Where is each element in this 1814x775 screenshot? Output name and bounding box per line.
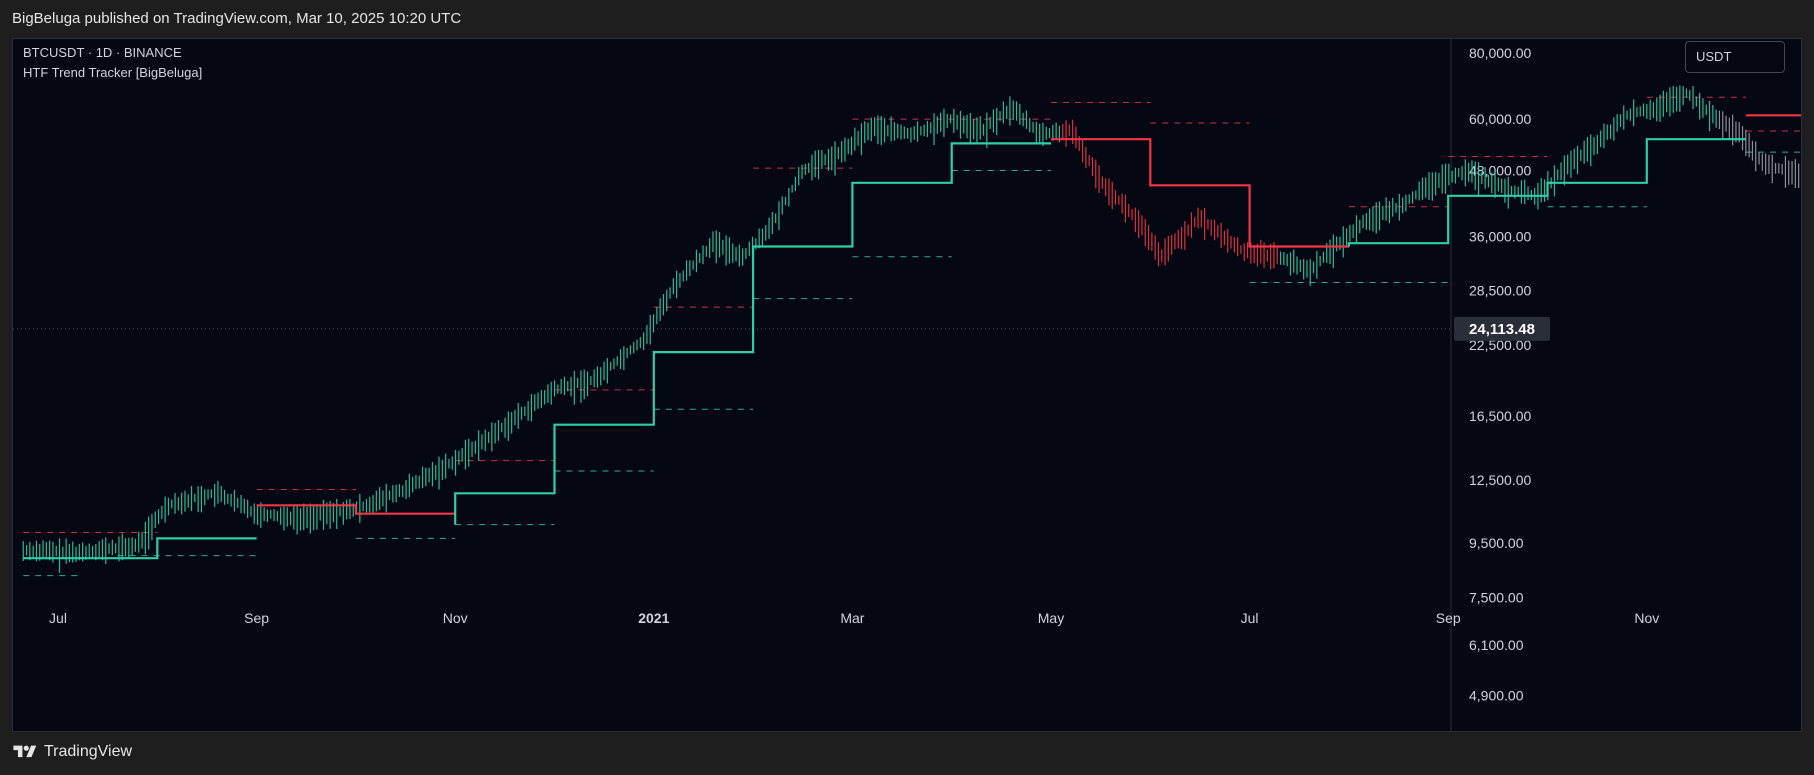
indicator-legend[interactable]: HTF Trend Tracker [BigBeluga] bbox=[23, 65, 203, 80]
trend-tracker-line bbox=[256, 504, 456, 515]
x-tick-label: Jul bbox=[49, 610, 67, 626]
y-tick-label: 9,500.00 bbox=[1469, 535, 1524, 551]
trend-tracker-line bbox=[454, 142, 1051, 525]
y-tick-label: 60,000.00 bbox=[1469, 111, 1531, 127]
price-bars bbox=[22, 85, 1800, 573]
y-tick-label: 16,500.00 bbox=[1469, 408, 1531, 424]
trend-tracker-line bbox=[23, 537, 257, 560]
x-tick-label: Nov bbox=[443, 610, 468, 626]
x-tick-label: Mar bbox=[840, 610, 864, 626]
last-price-tag bbox=[1454, 316, 1550, 341]
x-tick-label: Sep bbox=[244, 610, 269, 626]
y-tick-label: 12,500.00 bbox=[1469, 472, 1531, 488]
chart-frame[interactable]: 80,000.00 60,000.00 48,000.00 36,000.00 28,5… bbox=[12, 38, 1802, 732]
brand-name: TradingView bbox=[44, 743, 133, 760]
tradingview-logo-icon bbox=[13, 745, 37, 758]
y-tick-label: 36,000.00 bbox=[1469, 229, 1531, 245]
publish-text: BigBeluga published on TradingView.com, … bbox=[12, 10, 462, 27]
footer: TradingView bbox=[0, 732, 1814, 775]
x-tick-label: May bbox=[1038, 610, 1064, 626]
y-tick-label: 80,000.00 bbox=[1469, 45, 1531, 61]
y-tick-label: 4,900.00 bbox=[1469, 688, 1524, 704]
price-chart[interactable]: 80,000.0060,000.0048,000.0036,000.0028,5… bbox=[13, 39, 1801, 731]
last-price-label: 24,113.48 bbox=[1469, 321, 1535, 338]
trend-tracker-line bbox=[1051, 138, 1349, 248]
symbol-legend[interactable]: BTCUSDT · 1D · BINANCE bbox=[23, 45, 182, 60]
x-tick-label: Sep bbox=[1436, 610, 1461, 626]
tradingview-logo[interactable]: TradingView bbox=[12, 743, 132, 761]
y-tick-label: 6,100.00 bbox=[1469, 637, 1524, 653]
currency-button[interactable]: USDT bbox=[1685, 41, 1785, 73]
publish-header: BigBeluga published on TradingView.com, … bbox=[0, 0, 1814, 38]
y-tick-label: 28,500.00 bbox=[1469, 282, 1531, 298]
x-tick-label: Jul bbox=[1241, 610, 1259, 626]
x-tick-label: Nov bbox=[1634, 610, 1659, 626]
trend-tracker-line bbox=[1347, 138, 1747, 247]
y-tick-label: 7,500.00 bbox=[1469, 590, 1524, 606]
x-tick-label: 2021 bbox=[638, 610, 669, 626]
